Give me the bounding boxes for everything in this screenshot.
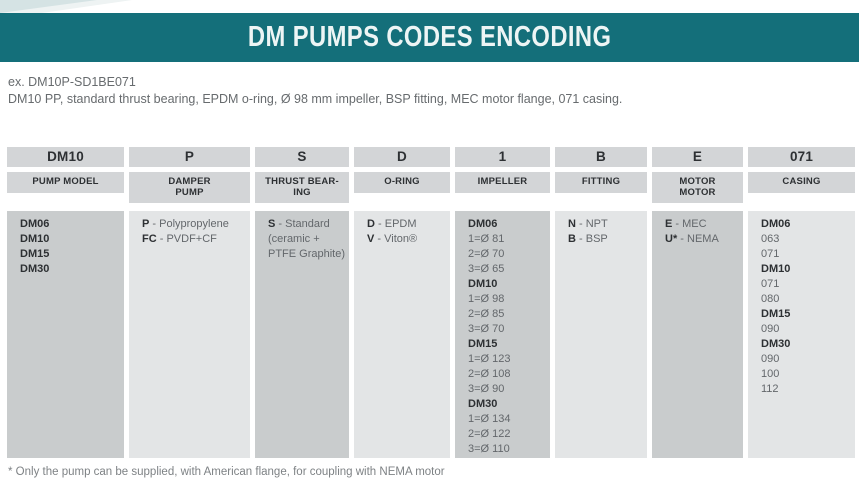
value-line: FC - PVDF+CF [142,233,217,245]
column-code: D [354,147,450,167]
value-line: 2=Ø 85 [468,308,505,320]
value-line: 2=Ø 122 [468,428,511,440]
page-title: DM PUMPS CODES ENCODING [247,21,612,53]
value-line: 112 [761,383,779,395]
table-column-071: 071 CASING DM06 063 071 DM10 071 080 DM15 090 DM30… [748,147,855,458]
value-line: DM15 [468,338,498,350]
value-line: 071 [761,278,780,290]
table-column-1: 1 IMPELLER DM06 1=Ø 81 2=Ø 70 3=Ø 65 DM10 1=Ø 9… [455,147,550,458]
column-name: IMPELLER [455,172,550,193]
value-line: V - Viton® [367,233,418,245]
column-values: N - NPT B - BSP [555,211,647,458]
column-code: S [255,147,349,167]
value-line: 3=Ø 65 [468,263,505,275]
column-values: S - Standard (ceramic + PTFE Graphite) [255,211,349,458]
value-line: 090 [761,353,780,365]
column-values: DM06 DM10 DM15 DM30 [7,211,124,458]
column-code: E [652,147,743,167]
value-line: 1=Ø 134 [468,413,511,425]
column-name: DAMPER PUMP [129,172,250,203]
column-code: 1 [455,147,550,167]
column-code: 071 [748,147,855,167]
column-values: D - EPDM V - Viton® [354,211,450,458]
value-line: 2=Ø 70 [468,248,505,260]
column-values: E - MEC U* - NEMA [652,211,743,458]
value-line: 1=Ø 123 [468,353,511,365]
value-line: DM15 [761,308,791,320]
value-line: (ceramic + [268,233,320,245]
example-description: DM10 PP, standard thrust bearing, EPDM o… [8,92,623,106]
value-line: B - BSP [568,233,608,245]
value-line: DM10 [20,233,50,245]
example-block: ex. DM10P-SD1BE071 DM10 PP, standard thr… [8,74,622,108]
column-values: DM06 1=Ø 81 2=Ø 70 3=Ø 65 DM10 1=Ø 98 2=Ø 85 3=… [455,211,550,458]
value-line: 080 [761,293,780,305]
value-line: 1=Ø 81 [468,233,505,245]
column-name: FITTING [555,172,647,193]
table-column-D: D O-RING D - EPDM V - Viton® [354,147,450,458]
value-line: DM30 [20,263,50,275]
value-line: N - NPT [568,218,608,230]
value-line: DM10 [761,263,791,275]
codes-table: DM10 PUMP MODEL DM06 DM10 DM15 DM30 P DAMPER PU… [7,147,855,458]
table-column-DM10: DM10 PUMP MODEL DM06 DM10 DM15 DM30 [7,147,124,458]
table-column-E: E MOTOR MOTOR E - MEC U* - NEMA [652,147,743,458]
value-line: 090 [761,323,780,335]
value-line: PTFE Graphite) [268,248,346,260]
value-line: E - MEC [665,218,707,230]
title-bar: DM PUMPS CODES ENCODING [0,13,859,62]
value-line: 100 [761,368,780,380]
column-name: THRUST BEAR- ING [255,172,349,203]
column-name: MOTOR MOTOR [652,172,743,203]
value-line: P - Polypropylene [142,218,229,230]
value-line: DM06 [761,218,791,230]
value-line: S - Standard [268,218,330,230]
value-line: 2=Ø 108 [468,368,511,380]
column-name: CASING [748,172,855,193]
table-column-P: P DAMPER PUMP P - Polypropylene FC - PVDF+C… [129,147,250,458]
column-values: P - Polypropylene FC - PVDF+CF [129,211,250,458]
value-line: DM06 [20,218,50,230]
value-line: DM30 [761,338,791,350]
example-code: ex. DM10P-SD1BE071 [8,75,136,89]
value-line: 071 [761,248,780,260]
value-line: DM10 [468,278,498,290]
value-line: 3=Ø 70 [468,323,505,335]
column-code: B [555,147,647,167]
value-line: D - EPDM [367,218,417,230]
column-name: PUMP MODEL [7,172,124,193]
value-line: DM06 [468,218,498,230]
table-column-B: B FITTING N - NPT B - BSP [555,147,647,458]
value-line: U* - NEMA [665,233,719,245]
value-line: DM30 [468,398,498,410]
value-line: 1=Ø 98 [468,293,505,305]
value-line: 3=Ø 110 [468,443,510,455]
column-name: O-RING [354,172,450,193]
value-line: DM15 [20,248,50,260]
value-line: 063 [761,233,780,245]
column-code: DM10 [7,147,124,167]
footnote: * Only the pump can be supplied, with Am… [8,466,445,478]
column-values: DM06 063 071 DM10 071 080 DM15 090 DM30 090 100 112 [748,211,855,458]
table-column-S: S THRUST BEAR- ING S - Standard (ceramic + P… [255,147,349,458]
column-code: P [129,147,250,167]
value-line: 3=Ø 90 [468,383,505,395]
